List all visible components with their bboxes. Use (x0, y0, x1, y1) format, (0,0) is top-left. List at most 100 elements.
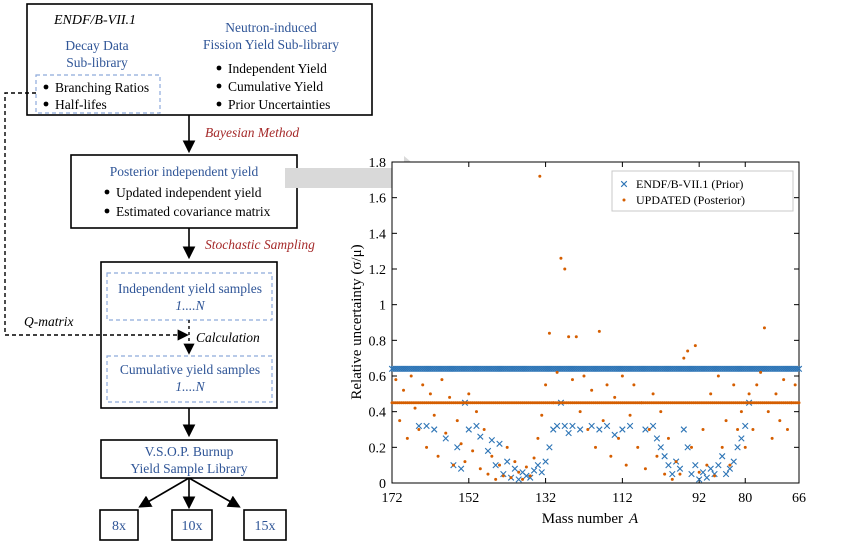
prior-point (699, 469, 707, 476)
prior-point (711, 470, 718, 478)
prior-point (496, 440, 503, 447)
posterior-point (709, 392, 713, 396)
prior-point (477, 433, 484, 440)
fission-title-line1: Neutron-induced (225, 20, 317, 35)
y-tick-label: 0.2 (369, 441, 387, 456)
posterior-point (582, 374, 586, 378)
prior-point (676, 465, 684, 472)
prior-point (665, 461, 672, 469)
prior-point (465, 426, 472, 433)
prior-point (492, 461, 499, 469)
prior-point (542, 458, 549, 465)
prior-point (454, 444, 461, 451)
prior-point (722, 470, 730, 478)
posterior-point (417, 428, 421, 431)
output-10x: 10x (182, 519, 203, 534)
posterior-point (540, 413, 544, 417)
posterior-point (498, 463, 502, 467)
x-axis-label-text: Mass number (542, 511, 623, 527)
data-marks (388, 174, 803, 483)
posterior-point (532, 456, 536, 460)
output-8x-box (99, 509, 139, 541)
arrow-to-8x (138, 477, 190, 508)
cumulative-samples-box (106, 355, 273, 403)
posterior-point (455, 419, 459, 423)
posterior-point (459, 442, 463, 446)
legend-box (611, 170, 794, 212)
cumulative-samples-line2: 1....N (175, 379, 205, 394)
posterior-point (524, 465, 528, 469)
prior-point (553, 422, 561, 430)
prior-point (488, 437, 496, 444)
posterior-point (605, 383, 609, 387)
prior-point (703, 474, 711, 481)
posterior-point (736, 428, 740, 431)
prior-point (619, 426, 626, 433)
y-tick-label: 1 (379, 299, 386, 314)
posterior-point (793, 383, 797, 387)
posterior-point (544, 383, 548, 387)
posterior-point (686, 349, 690, 353)
y-tick-label: 0.4 (369, 406, 387, 421)
prior-point (473, 422, 480, 430)
posterior-point (436, 454, 440, 458)
decay-data-dashed-box (35, 74, 161, 114)
arrow-to-15x (188, 477, 241, 508)
prior-point (576, 426, 584, 433)
x-tick-label: 172 (382, 491, 403, 506)
posterior-point (782, 378, 786, 382)
posterior-point (505, 445, 509, 449)
output-10x-box (171, 509, 213, 541)
posterior-point (528, 474, 532, 478)
posterior-point (494, 477, 498, 481)
posterior-point (444, 431, 448, 435)
posterior-point (785, 428, 789, 431)
x-tick-label: 152 (458, 491, 479, 506)
prior-point (546, 444, 553, 451)
posterior-point (578, 410, 582, 414)
prior-point (684, 444, 691, 451)
posterior-point (405, 436, 409, 440)
prior-point (515, 476, 522, 483)
posterior-point (739, 410, 743, 414)
prior-point (527, 474, 534, 481)
prior-point (511, 465, 519, 472)
posterior-point (628, 413, 632, 417)
bayesian-method-label: Bayesian Method (205, 125, 299, 140)
to-chart-arrow (285, 156, 430, 200)
prior-point (734, 444, 741, 451)
posterior-point (398, 419, 402, 423)
posterior-point (440, 378, 444, 382)
decay-item-halflifes: Half-lifes (55, 97, 107, 112)
output-8x: 8x (112, 519, 126, 534)
prior-point (707, 465, 714, 472)
posterior-point (428, 392, 432, 396)
stochastic-sampling-label: Stochastic Sampling (205, 237, 315, 252)
posterior-point (486, 472, 490, 476)
prior-point (669, 470, 676, 478)
posterior-point (501, 474, 505, 478)
posterior-point (778, 419, 782, 423)
posterior-point (643, 467, 647, 471)
posterior-point (451, 463, 455, 467)
vsop-line1: V.S.O.P. Burnup (145, 444, 234, 459)
posterior-point (463, 460, 467, 464)
prior-point (423, 422, 430, 430)
posterior-point (674, 460, 678, 464)
prior-point (742, 422, 749, 430)
posterior-point (613, 395, 617, 399)
prior-point (653, 435, 661, 442)
y-tick-label: 0.8 (369, 334, 387, 349)
prior-point (530, 467, 538, 474)
posterior-point (647, 428, 651, 431)
prior-point (603, 422, 611, 430)
prior-point (588, 422, 595, 430)
posterior-point (617, 436, 621, 440)
x-tick-label: 132 (535, 491, 556, 506)
posterior-point (517, 470, 521, 474)
posterior-point (666, 436, 670, 440)
posterior-point (432, 413, 436, 417)
posterior-point (751, 428, 755, 431)
posterior-point (651, 392, 655, 396)
posterior-point (509, 476, 513, 480)
